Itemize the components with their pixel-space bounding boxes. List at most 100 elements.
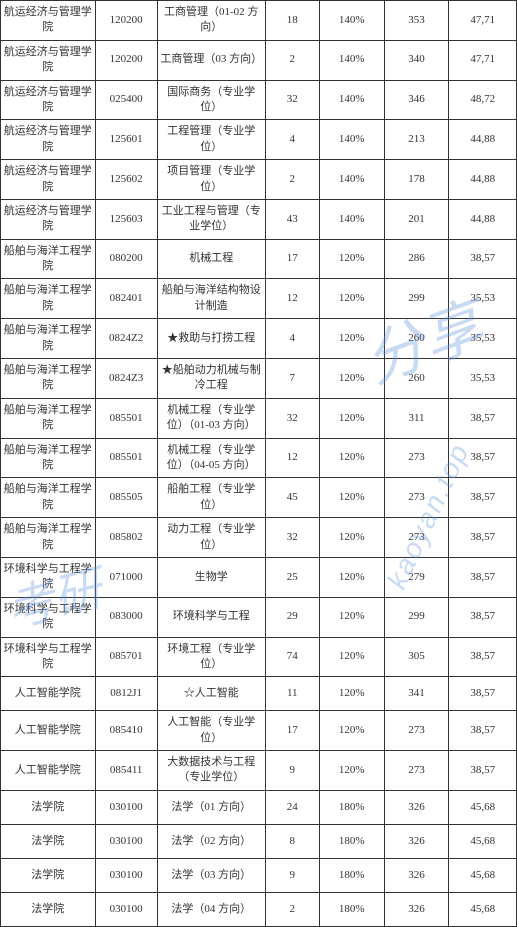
table-cell-col2: 0812J1	[95, 677, 157, 711]
table-cell-col6: 273	[384, 518, 449, 558]
table-cell-col5: 120%	[319, 677, 384, 711]
table-cell-col7: 38,57	[449, 518, 517, 558]
table-cell-col3: 法学（04 方向）	[157, 892, 265, 926]
table-cell-col1: 法学院	[1, 824, 96, 858]
table-cell-col7: 38,57	[449, 557, 517, 597]
table-cell-col5: 120%	[319, 398, 384, 438]
table-row: 船舶与海洋工程学院085501机械工程（专业学位）（01-03 方向）32120…	[1, 398, 517, 438]
table-cell-col6: 260	[384, 319, 449, 359]
table-cell-col7: 44,88	[449, 199, 517, 239]
table-cell-col6: 326	[384, 858, 449, 892]
table-cell-col5: 120%	[319, 239, 384, 279]
table-cell-col6: 286	[384, 239, 449, 279]
table-cell-col3: ☆人工智能	[157, 677, 265, 711]
table-row: 船舶与海洋工程学院085501机械工程（专业学位）（04-05 方向）12120…	[1, 438, 517, 478]
table-cell-col4: 32	[265, 398, 319, 438]
table-cell-col6: 346	[384, 80, 449, 120]
table-row: 船舶与海洋工程学院082401船舶与海洋结构物设计制造12120%29935,5…	[1, 279, 517, 319]
table-cell-col5: 120%	[319, 478, 384, 518]
table-cell-col5: 180%	[319, 824, 384, 858]
table-cell-col5: 140%	[319, 160, 384, 200]
table-cell-col3: 环境工程（专业学位）	[157, 637, 265, 677]
table-cell-col6: 213	[384, 120, 449, 160]
table-cell-col4: 2	[265, 892, 319, 926]
table-cell-col5: 120%	[319, 438, 384, 478]
table-row: 船舶与海洋工程学院0824Z3★船舶动力机械与制冷工程7120%26035,53	[1, 359, 517, 399]
table-cell-col7: 47,71	[449, 40, 517, 80]
table-cell-col1: 船舶与海洋工程学院	[1, 359, 96, 399]
table-cell-col7: 38,57	[449, 637, 517, 677]
table-cell-col4: 43	[265, 199, 319, 239]
table-cell-col6: 178	[384, 160, 449, 200]
table-cell-col5: 120%	[319, 557, 384, 597]
table-cell-col1: 环境科学与工程学院	[1, 557, 96, 597]
table-cell-col2: 085802	[95, 518, 157, 558]
table-cell-col3: 环境科学与工程	[157, 597, 265, 637]
table-row: 法学院030100法学（01 方向）24180%32645,68	[1, 790, 517, 824]
table-cell-col5: 180%	[319, 790, 384, 824]
table-cell-col7: 45,68	[449, 824, 517, 858]
table-cell-col2: 125603	[95, 199, 157, 239]
table-cell-col7: 38,57	[449, 398, 517, 438]
table-cell-col3: 动力工程（专业学位）	[157, 518, 265, 558]
table-cell-col1: 船舶与海洋工程学院	[1, 438, 96, 478]
table-cell-col6: 201	[384, 199, 449, 239]
table-cell-col4: 4	[265, 120, 319, 160]
table-cell-col3: 机械工程（专业学位）（04-05 方向）	[157, 438, 265, 478]
table-cell-col4: 74	[265, 637, 319, 677]
table-cell-col2: 085410	[95, 711, 157, 751]
table-cell-col2: 120200	[95, 40, 157, 80]
table-cell-col5: 180%	[319, 892, 384, 926]
table-cell-col1: 船舶与海洋工程学院	[1, 319, 96, 359]
table-cell-col1: 人工智能学院	[1, 751, 96, 791]
table-cell-col1: 船舶与海洋工程学院	[1, 398, 96, 438]
table-cell-col3: 人工智能（专业学位）	[157, 711, 265, 751]
table-cell-col3: 大数据技术与工程（专业学位）	[157, 751, 265, 791]
table-cell-col7: 48,72	[449, 80, 517, 120]
table-cell-col4: 12	[265, 279, 319, 319]
table-cell-col3: 工程管理（专业学位）	[157, 120, 265, 160]
table-cell-col5: 120%	[319, 637, 384, 677]
table-cell-col5: 140%	[319, 199, 384, 239]
table-cell-col2: 0824Z3	[95, 359, 157, 399]
table-cell-col1: 人工智能学院	[1, 677, 96, 711]
table-cell-col6: 279	[384, 557, 449, 597]
table-cell-col2: 030100	[95, 858, 157, 892]
table-cell-col3: 机械工程	[157, 239, 265, 279]
table-cell-col6: 326	[384, 824, 449, 858]
table-cell-col2: 085501	[95, 438, 157, 478]
table-row: 航运经济与管理学院125602项目管理（专业学位）2140%17844,88	[1, 160, 517, 200]
table-cell-col7: 45,68	[449, 892, 517, 926]
table-cell-col1: 航运经济与管理学院	[1, 80, 96, 120]
table-cell-col5: 120%	[319, 751, 384, 791]
table-cell-col3: 生物学	[157, 557, 265, 597]
table-cell-col7: 45,68	[449, 858, 517, 892]
table-cell-col6: 326	[384, 790, 449, 824]
table-row: 船舶与海洋工程学院0824Z2★救助与打捞工程4120%26035,53	[1, 319, 517, 359]
table-cell-col2: 085505	[95, 478, 157, 518]
table-cell-col7: 38,57	[449, 711, 517, 751]
table-cell-col7: 38,57	[449, 677, 517, 711]
table-cell-col3: ★船舶动力机械与制冷工程	[157, 359, 265, 399]
table-cell-col3: 工商管理（01-02 方向）	[157, 1, 265, 41]
table-cell-col1: 人工智能学院	[1, 711, 96, 751]
table-cell-col1: 船舶与海洋工程学院	[1, 279, 96, 319]
table-cell-col6: 353	[384, 1, 449, 41]
table-row: 航运经济与管理学院125601工程管理（专业学位）4140%21344,88	[1, 120, 517, 160]
table-cell-col3: 法学（02 方向）	[157, 824, 265, 858]
table-cell-col1: 船舶与海洋工程学院	[1, 478, 96, 518]
table-row: 法学院030100法学（02 方向）8180%32645,68	[1, 824, 517, 858]
table-cell-col1: 船舶与海洋工程学院	[1, 518, 96, 558]
table-cell-col5: 140%	[319, 80, 384, 120]
table-cell-col5: 120%	[319, 597, 384, 637]
table-cell-col4: 18	[265, 1, 319, 41]
table-cell-col1: 航运经济与管理学院	[1, 40, 96, 80]
table-cell-col4: 29	[265, 597, 319, 637]
table-cell-col2: 085501	[95, 398, 157, 438]
table-cell-col4: 8	[265, 824, 319, 858]
table-row: 航运经济与管理学院120200工商管理（03 方向）2140%34047,71	[1, 40, 517, 80]
table-cell-col7: 35,53	[449, 279, 517, 319]
table-row: 航运经济与管理学院120200工商管理（01-02 方向）18140%35347…	[1, 1, 517, 41]
admissions-table: 航运经济与管理学院120200工商管理（01-02 方向）18140%35347…	[0, 0, 517, 927]
table-cell-col5: 120%	[319, 279, 384, 319]
